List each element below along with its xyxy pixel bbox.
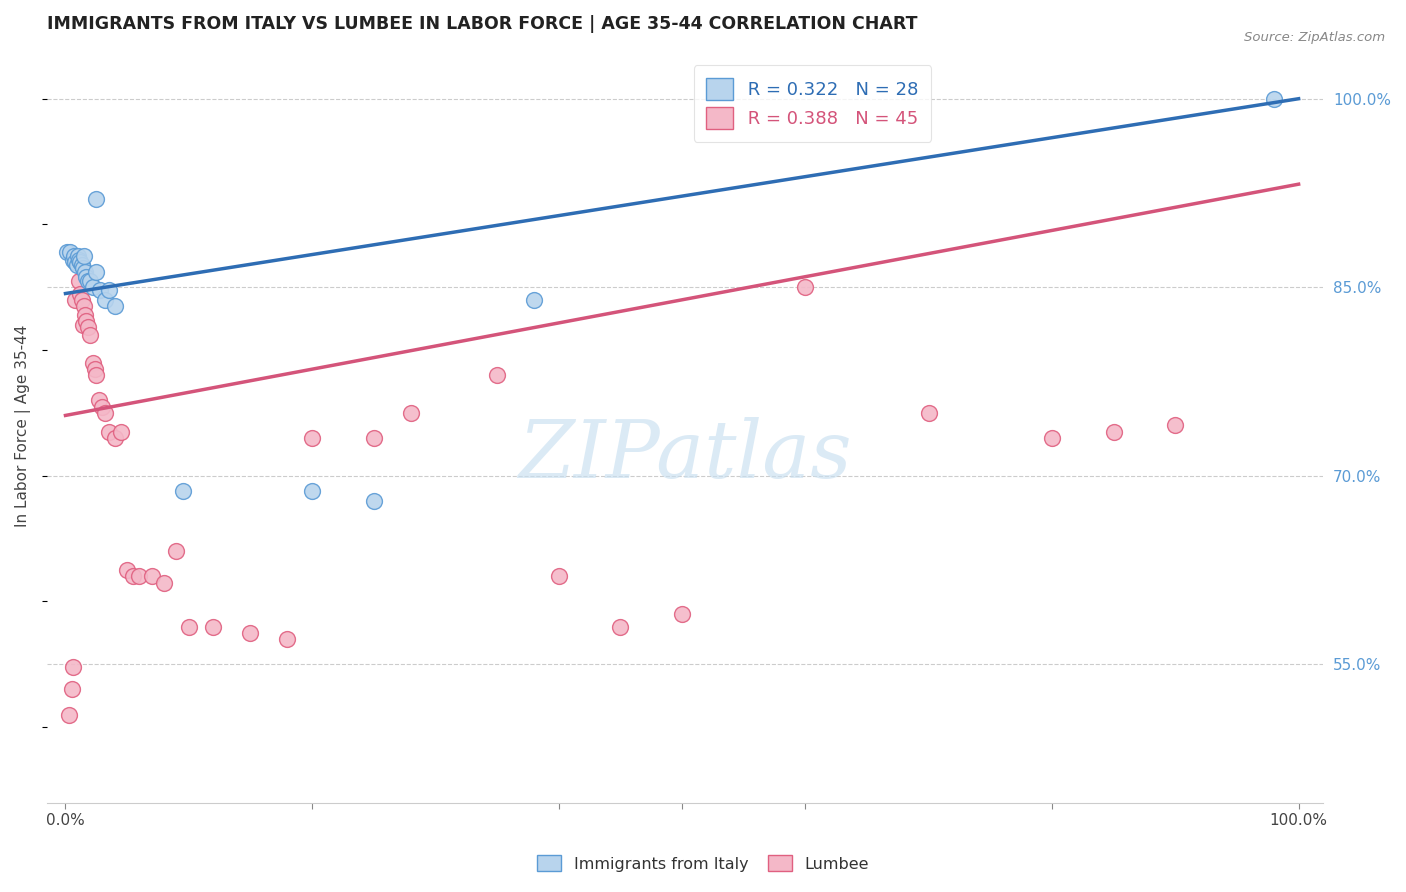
Point [73,299,96,313]
Point [547,569,569,583]
Point [165,544,187,558]
Point [84,192,107,206]
Point [63,249,86,263]
Point [97,283,120,297]
Point [73,249,96,263]
Legend:  R = 0.322   N = 28,  R = 0.388   N = 45: R = 0.322 N = 28, R = 0.388 N = 45 [693,65,931,142]
Point [75,308,97,322]
Point [59,245,82,260]
Point [363,494,385,508]
Point [104,431,127,445]
Point [79,274,101,288]
Point [671,607,693,621]
Point [62,252,84,267]
Point [202,619,225,633]
Point [609,619,631,633]
Point [76,274,98,288]
Point [75,314,97,328]
Point [70,258,93,272]
Point [301,431,323,445]
Point [67,274,90,288]
Point [301,483,323,498]
Point [76,320,98,334]
Point [97,425,120,439]
Point [399,406,422,420]
Point [94,293,117,307]
Point [1164,418,1187,433]
Point [89,283,111,297]
Point [1263,92,1285,106]
Point [918,406,941,420]
Point [58,707,80,722]
Point [128,569,150,583]
Point [141,569,163,583]
Point [62,660,84,674]
Point [122,569,145,583]
Point [239,625,262,640]
Text: IMMIGRANTS FROM ITALY VS LUMBEE IN LABOR FORCE | AGE 35-44 CORRELATION CHART: IMMIGRANTS FROM ITALY VS LUMBEE IN LABOR… [46,15,918,33]
Point [82,280,104,294]
Point [55,245,77,260]
Point [72,318,94,332]
Point [87,393,110,408]
Point [75,265,97,279]
Point [84,265,107,279]
Point [84,368,107,383]
Point [115,563,138,577]
Point [1040,431,1063,445]
Point [363,431,385,445]
Point [794,280,817,294]
Point [153,575,176,590]
Point [66,249,89,263]
Point [276,632,298,647]
Point [84,362,107,376]
Point [72,261,94,276]
Point [70,293,93,307]
Point [110,425,132,439]
Point [177,619,200,633]
Point [69,286,91,301]
Point [79,328,101,343]
Point [66,255,89,269]
Point [104,299,127,313]
Point [65,258,87,272]
Point [172,483,194,498]
Point [91,400,114,414]
Point [486,368,509,383]
Point [75,270,97,285]
Legend: Immigrants from Italy, Lumbee: Immigrants from Italy, Lumbee [529,847,877,880]
Point [67,252,90,267]
Point [523,293,546,307]
Point [65,293,87,307]
Point [65,255,87,269]
Text: ZIPatlas: ZIPatlas [519,417,852,494]
Point [69,255,91,269]
Text: Source: ZipAtlas.com: Source: ZipAtlas.com [1244,31,1385,45]
Point [94,406,117,420]
Point [82,356,104,370]
Point [1102,425,1125,439]
Y-axis label: In Labor Force | Age 35-44: In Labor Force | Age 35-44 [15,325,31,526]
Point [60,682,83,697]
